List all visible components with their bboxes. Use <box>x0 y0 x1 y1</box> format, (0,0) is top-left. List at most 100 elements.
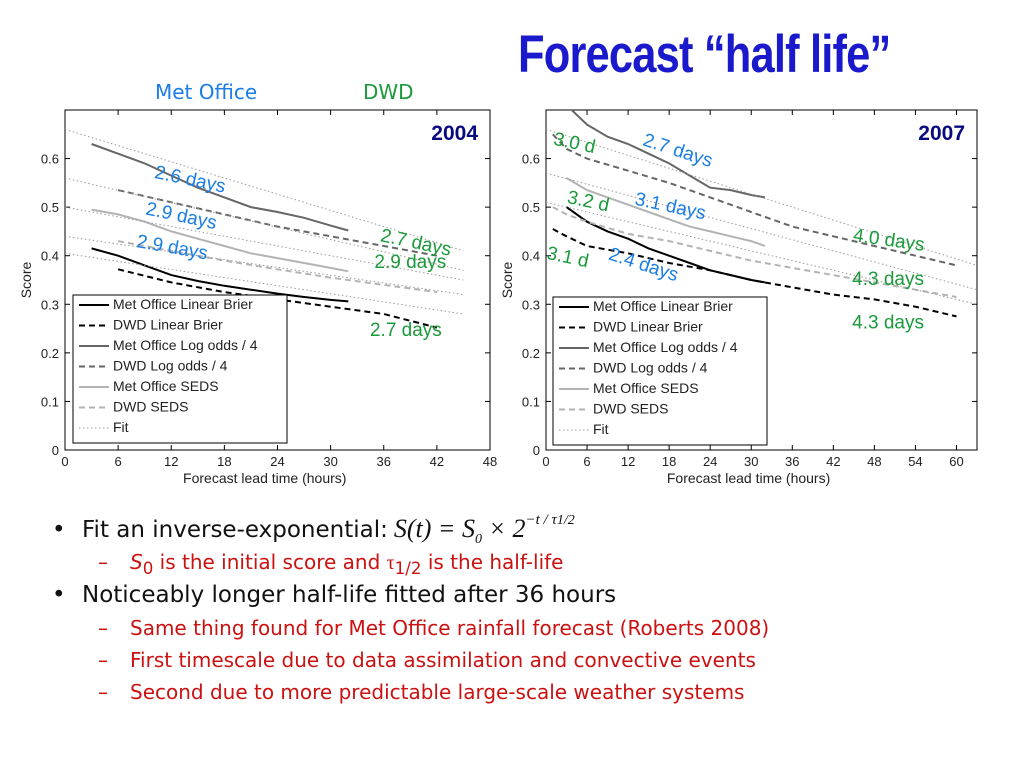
legend-label: Met Office Linear Brier <box>113 296 253 312</box>
series-line <box>65 235 464 296</box>
chart-title: 2007 <box>918 122 965 145</box>
formula-times: × 2 <box>481 514 526 543</box>
y-tick-label: 0.2 <box>41 346 59 361</box>
half-life-annotation: 2.7 days <box>370 320 442 341</box>
legend-label: Met Office Log odds / 4 <box>113 337 258 353</box>
bullet-half-life: • Noticeably longer half-life fitted afte… <box>52 578 1012 612</box>
x-tick-label: 48 <box>867 454 881 469</box>
series-line <box>91 208 349 273</box>
series-line <box>65 128 464 252</box>
series-line <box>552 228 957 318</box>
y-tick-label: 0.1 <box>522 394 540 409</box>
bullet-dot-icon: • <box>52 517 66 543</box>
dash-icon: – <box>98 648 108 672</box>
y-tick-label: 0.4 <box>41 249 59 264</box>
legend-label: DWD SEDS <box>113 399 188 415</box>
y-tick-label: 0.1 <box>41 394 59 409</box>
y-tick-label: 0.4 <box>522 249 540 264</box>
legend-label: Fit <box>113 419 129 435</box>
legend-label: Met Office Linear Brier <box>593 298 733 314</box>
met-office-header: Met Office <box>155 80 258 104</box>
legend-label: DWD Log odds / 4 <box>113 358 228 374</box>
series-line <box>117 240 438 294</box>
x-tick-label: 18 <box>217 454 231 469</box>
half-life-annotation: 2.9 days <box>135 231 209 264</box>
x-tick-label: 42 <box>826 454 840 469</box>
sub-bullet-roberts: – Same thing found for Met Office rainfal… <box>52 612 1012 644</box>
series-line <box>570 110 766 199</box>
series-line <box>546 128 977 266</box>
legend: Met Office Linear Brier DWD Linear Brier M… <box>552 296 768 446</box>
x-tick-label: 24 <box>270 454 284 469</box>
legend-box <box>72 294 288 444</box>
x-tick-label: 36 <box>377 454 391 469</box>
y-tick-label: 0.3 <box>41 297 59 312</box>
x-tick-label: 6 <box>115 454 122 469</box>
tau-symbol: τ <box>386 552 395 574</box>
series-line <box>91 143 349 232</box>
series-line <box>552 206 957 298</box>
x-tick-label: 36 <box>785 454 799 469</box>
x-tick-label: 0 <box>542 454 549 469</box>
half-life-annotation: 2.6 days <box>153 162 228 197</box>
formula-lhs: S(t) = S <box>393 514 475 543</box>
sub-bullet-second: – Second due to more predictable large-sc… <box>52 676 1012 708</box>
legend-label: Met Office Log odds / 4 <box>593 339 738 355</box>
y-tick-label: 0 <box>52 443 59 458</box>
x-tick-label: 24 <box>703 454 717 469</box>
half-life-annotation: 2.9 days <box>374 252 446 273</box>
formula-exponent-sub: 1/2 <box>556 513 575 528</box>
chart-2007: 0 6 12 18 24 30 36 42 48 54 60 0 0.1 0.2 0.3 0.4 0.5 0.6 F… <box>500 109 978 486</box>
series-group <box>546 110 977 318</box>
half-life-annotation: 4.3 days <box>852 269 924 290</box>
bullet-half-life-text: Noticeably longer half-life fitted after… <box>82 582 617 608</box>
s0-end-text: is the half-life <box>421 550 564 574</box>
legend-label: Met Office SEDS <box>593 380 699 396</box>
formula: S(t) = S0 × 2−t / τ1/2 <box>393 512 575 547</box>
series-line <box>65 177 464 271</box>
y-tick-label: 0.2 <box>522 346 540 361</box>
plot-frame <box>545 109 978 451</box>
legend-label: DWD Log odds / 4 <box>593 360 708 376</box>
y-axis-label: Score <box>500 262 515 299</box>
half-life-annotation: 3.0 d <box>552 129 598 158</box>
chart-title: 2004 <box>431 122 478 145</box>
formula-exponent: −t / τ <box>525 512 557 528</box>
x-tick-label: 0 <box>61 454 68 469</box>
x-axis-label: Forecast lead time (hours) <box>183 470 346 486</box>
y-tick-label: 0.6 <box>522 152 540 167</box>
legend-label: Fit <box>593 421 609 437</box>
y-axis-label: Score <box>18 262 34 299</box>
y-tick-label: 0.3 <box>522 297 540 312</box>
y-tick-label: 0 <box>533 443 540 458</box>
sub-bullet-first-timescale: – First timescale due to data assimilatio… <box>52 644 1012 676</box>
x-tick-label: 42 <box>430 454 444 469</box>
half-life-annotation: 4.3 days <box>852 313 924 334</box>
dwd-header: DWD <box>363 80 414 104</box>
s-symbol: S <box>130 550 143 574</box>
bullet-dot-icon: • <box>52 582 66 608</box>
formula-sub0: 0 <box>474 532 482 548</box>
tau-sub: 1/2 <box>394 559 422 578</box>
sub-bullet-text: Second due to more predictable large-sca… <box>130 680 745 704</box>
x-tick-label: 30 <box>323 454 337 469</box>
sub-bullet-text: First timescale due to data assimilation… <box>130 648 756 672</box>
bullet-fit: • Fit an inverse-exponential: S(t) = S0 × … <box>52 512 1012 547</box>
legend-label: DWD SEDS <box>593 401 668 417</box>
series-line <box>91 247 349 303</box>
dash-icon: – <box>98 550 108 574</box>
half-life-annotation: 2.4 days <box>606 244 681 286</box>
s0-mid-text: is the initial score and <box>153 550 387 574</box>
legend-label: Met Office SEDS <box>113 378 219 394</box>
sub-bullet-s0: – S0 is the initial score and τ1/2 is the… <box>52 546 1012 578</box>
legend: Met Office Linear Brier DWD Linear Brier M… <box>72 294 288 444</box>
legend-box <box>552 296 768 446</box>
series-line <box>546 172 977 291</box>
series-line <box>546 201 977 305</box>
sub-bullet-text: Same thing found for Met Office rainfall… <box>130 616 770 640</box>
x-tick-label: 54 <box>908 454 922 469</box>
series-line <box>65 252 464 315</box>
x-tick-label: 30 <box>744 454 758 469</box>
half-life-annotation: 2.7 days <box>640 130 715 172</box>
y-tick-label: 0.6 <box>41 152 59 167</box>
